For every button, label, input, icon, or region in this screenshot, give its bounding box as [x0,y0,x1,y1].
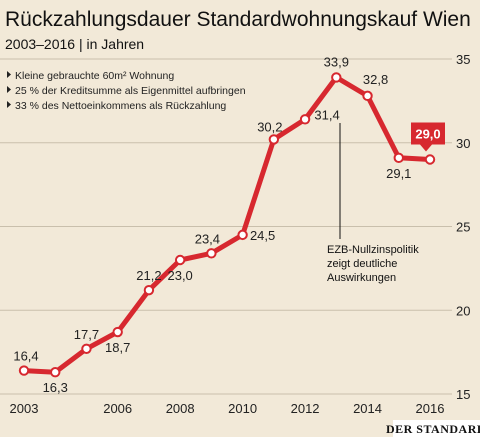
data-point [174,254,186,266]
data-point [299,114,311,125]
y-tick-label: 35 [456,52,470,67]
data-point [362,90,373,102]
data-label: 31,4 [314,107,339,122]
x-tick-label: 2016 [416,401,445,416]
x-tick-label: 2003 [10,401,39,416]
highlight-callout: 29,0 [411,122,445,152]
series-line [21,74,433,375]
data-point [206,248,217,259]
x-tick-label: 2010 [228,401,257,416]
data-label: 33,9 [324,54,349,69]
data-point [50,367,61,378]
annotation: EZB-Nullzinspolitik zeigt deutliche Ausw… [327,244,419,284]
chart-title: Rückzahlungsdauer Standardwohnungskauf W… [5,8,471,31]
data-point [112,326,123,338]
annotation-line-2: zeigt deutliche [327,258,397,270]
y-tick-label: 15 [456,387,470,402]
data-label: 21,2 [136,268,161,283]
data-label: 32,8 [363,72,388,87]
brand-logo: DER STANDARD [386,422,480,436]
annotation-line-1: EZB-Nullzinspolitik [327,244,419,256]
data-point [143,284,155,296]
data-point [237,229,248,241]
note-2: 25 % der Kreditsumme als Eigenmittel auf… [15,85,246,97]
highlight-badge [411,122,445,152]
data-point [393,152,404,164]
x-axis: 2003 2006 2008 2010 2012 2014 2016 [10,401,445,416]
data-point [331,72,342,83]
data-label: 24,5 [250,228,275,243]
chart-subtitle: 2003–2016 | in Jahren [5,36,144,52]
data-label: 16,4 [13,349,38,364]
data-points [18,72,436,378]
x-tick-label: 2014 [353,401,382,416]
y-tick-label: 20 [456,303,470,318]
x-tick-label: 2008 [166,401,195,416]
data-point [18,365,30,376]
data-point [81,343,92,354]
y-tick-label: 25 [456,220,470,235]
bullet-icon [7,86,11,93]
notes-legend: Kleine gebrauchte 60m² Wohnung 25 % der … [7,70,246,112]
gridlines [0,58,452,395]
bullet-icon [7,101,11,108]
data-label: 23,4 [195,231,220,246]
data-label: 18,7 [105,340,130,355]
y-tick-label: 30 [456,136,470,151]
note-3: 33 % des Nettoeinkommens als Rückzahlung [15,100,226,112]
data-label: 16,3 [43,380,68,395]
note-1: Kleine gebrauchte 60m² Wohnung [15,70,174,82]
data-point [268,134,280,145]
data-labels: 16,4 16,3 17,7 18,7 21,2 23,0 23,4 24,5 30,2 31,4… [13,54,411,395]
data-label: 30,2 [257,119,282,134]
x-tick-label: 2006 [103,401,132,416]
data-point [424,154,436,165]
data-label: 17,7 [74,327,99,342]
data-label: 29,1 [386,166,411,181]
highlight-value: 29,0 [415,127,440,142]
bullet-icon [7,71,11,78]
brand-box [393,420,480,437]
data-label: 23,0 [167,268,192,283]
x-tick-label: 2012 [291,401,320,416]
y-axis: 15 20 25 30 35 [456,52,470,402]
annotation-line-3: Auswirkungen [327,272,396,284]
